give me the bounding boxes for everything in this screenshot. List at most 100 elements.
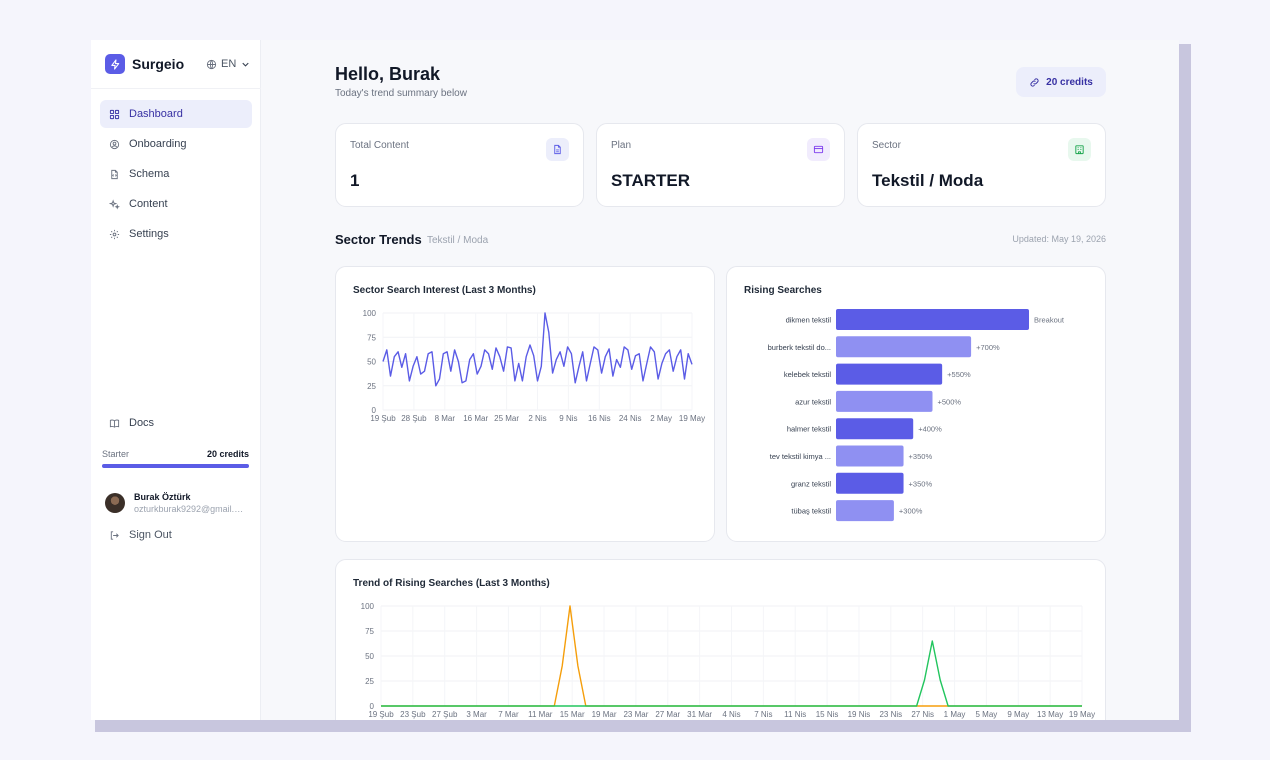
sidebar-item-label: Dashboard — [129, 108, 183, 120]
credits-label: 20 credits — [1046, 76, 1093, 88]
x-tick-label: 19 May — [1069, 710, 1095, 719]
y-tick-label: 25 — [367, 382, 376, 391]
x-tick-label: 8 Mar — [435, 414, 456, 423]
bar — [836, 363, 943, 385]
grid-icon — [109, 109, 120, 119]
updated-timestamp: Updated: May 19, 2026 — [1012, 234, 1106, 244]
bar — [836, 445, 904, 467]
divider — [91, 88, 261, 89]
credits-button[interactable]: 20 credits — [1016, 67, 1106, 97]
page-title: Hello, Burak — [335, 64, 441, 84]
main-content: Hello, Burak Today's trend summary below… — [261, 40, 1179, 720]
page-subtitle: Today's trend summary below — [335, 88, 467, 99]
sign-out-label: Sign Out — [129, 529, 172, 541]
sector-interest-chart: 0 25 50 75 100 19 Şub 28 Şub 8 Mar 16 Mar 25 Mar 2… — [363, 309, 705, 423]
user-email: ozturkburak9292@gmail.com — [134, 504, 244, 514]
x-tick-label: 9 May — [1007, 710, 1029, 719]
plan-credits: 20 credits — [206, 449, 249, 459]
user-name: Burak Öztürk — [134, 492, 191, 502]
building-icon — [1068, 138, 1091, 161]
section-subtitle: Tekstil / Moda — [427, 235, 489, 246]
file-code-icon — [111, 169, 118, 179]
series-line — [382, 312, 693, 387]
x-tick-label: 23 Nis — [879, 710, 902, 719]
sidebar-item-onboarding[interactable]: Onboarding — [100, 130, 252, 158]
x-tick-label: 13 May — [1037, 710, 1063, 719]
x-tick-label: 27 Mar — [655, 710, 680, 719]
bar-value-label: +350% — [909, 479, 933, 488]
bar-value-label: +400% — [918, 425, 942, 434]
x-tick-label: 25 Mar — [494, 414, 519, 423]
category-label: tübaş tekstil — [791, 507, 831, 516]
sidebar-item-dashboard[interactable]: Dashboard — [100, 100, 252, 128]
language-code: EN — [221, 58, 237, 70]
sparkles-icon — [109, 198, 120, 210]
x-tick-label: 23 Mar — [623, 710, 648, 719]
x-tick-label: 11 Mar — [528, 710, 553, 719]
brand[interactable]: Surgeio — [105, 54, 184, 74]
bar-value-label: +700% — [976, 343, 1000, 352]
rising-trend-card: Trend of Rising Searches (Last 3 Months)… — [335, 559, 1106, 720]
credit-card-icon — [807, 138, 830, 161]
x-tick-label: 19 Mar — [592, 710, 617, 719]
app-window: Surgeio EN Dashboard Onboarding Schema — [91, 40, 1179, 720]
docs-label: Docs — [129, 417, 155, 429]
sidebar-item-schema[interactable]: Schema — [100, 160, 252, 188]
x-tick-label: 2 Nis — [528, 414, 546, 423]
book-icon — [109, 419, 120, 428]
x-tick-label: 19 May — [679, 414, 705, 423]
stat-value: STARTER — [611, 171, 691, 190]
bar-value-label: +300% — [899, 507, 923, 516]
bar-value-label: +350% — [909, 452, 933, 461]
category-label: tev tekstil kimya ... — [770, 452, 831, 461]
chart-title: Rising Searches — [744, 285, 822, 296]
category-label: azur tekstil — [795, 397, 831, 406]
rising-trend-chart: 0 25 50 75 100 19 Şub 23 Şub 27 Şub 3 Mar 7 Mar 11… — [361, 602, 1095, 719]
language-selector[interactable]: EN — [206, 58, 251, 70]
stat-card-sector: Sector Tekstil / Moda — [857, 123, 1106, 207]
plan-name: Starter — [102, 449, 130, 459]
stat-card-total-content: Total Content 1 — [335, 123, 584, 207]
stat-card-plan: Plan STARTER — [596, 123, 845, 207]
x-tick-label: 31 Mar — [687, 710, 712, 719]
x-tick-label: 16 Mar — [463, 414, 488, 423]
x-tick-label: 7 Nis — [754, 710, 772, 719]
sidebar-item-content[interactable]: Content — [100, 190, 252, 218]
x-tick-label: 19 Şub — [370, 414, 396, 423]
x-tick-label: 3 Mar — [466, 710, 487, 719]
x-tick-label: 16 Nis — [588, 414, 611, 423]
sidebar-item-settings[interactable]: Settings — [100, 220, 252, 248]
sidebar-nav: Dashboard Onboarding Schema Content Sett… — [100, 100, 252, 250]
rising-searches-card: Rising Searches dikmen tekstil Breakout bu… — [726, 266, 1106, 542]
y-tick-label: 75 — [365, 627, 374, 636]
x-tick-label: 19 Şub — [368, 710, 394, 719]
x-tick-label: 27 Nis — [911, 710, 934, 719]
y-tick-label: 50 — [367, 358, 376, 367]
bar — [836, 418, 914, 440]
stat-label: Total Content — [350, 140, 409, 151]
y-tick-label: 25 — [365, 677, 374, 686]
logout-icon — [110, 530, 119, 540]
section-title: Sector Trends — [335, 232, 422, 247]
x-tick-label: 1 May — [944, 710, 966, 719]
y-tick-label: 50 — [365, 652, 374, 661]
y-tick-label: 75 — [367, 333, 376, 342]
bar — [836, 472, 904, 494]
bar-value-label: +550% — [947, 370, 971, 379]
sidebar-item-label: Settings — [129, 228, 169, 240]
chart-title: Sector Search Interest (Last 3 Months) — [353, 285, 536, 296]
x-tick-label: 7 Mar — [498, 710, 519, 719]
stat-value: 1 — [350, 171, 360, 190]
x-tick-label: 9 Nis — [559, 414, 577, 423]
y-tick-label: 100 — [361, 602, 375, 611]
x-tick-label: 2 May — [650, 414, 672, 423]
sidebar-item-label: Onboarding — [129, 138, 187, 150]
category-label: halmer tekstil — [787, 425, 832, 434]
series-line — [381, 640, 1082, 707]
user-profile[interactable]: Burak Öztürk ozturkburak9292@gmail.com — [105, 492, 244, 514]
bar — [836, 309, 1029, 330]
link-icon — [1030, 77, 1039, 87]
rising-searches-chart: dikmen tekstil Breakout burberk tekstil do… — [768, 309, 1065, 522]
docs-link[interactable]: Docs — [109, 417, 154, 429]
sign-out-button[interactable]: Sign Out — [109, 529, 172, 541]
